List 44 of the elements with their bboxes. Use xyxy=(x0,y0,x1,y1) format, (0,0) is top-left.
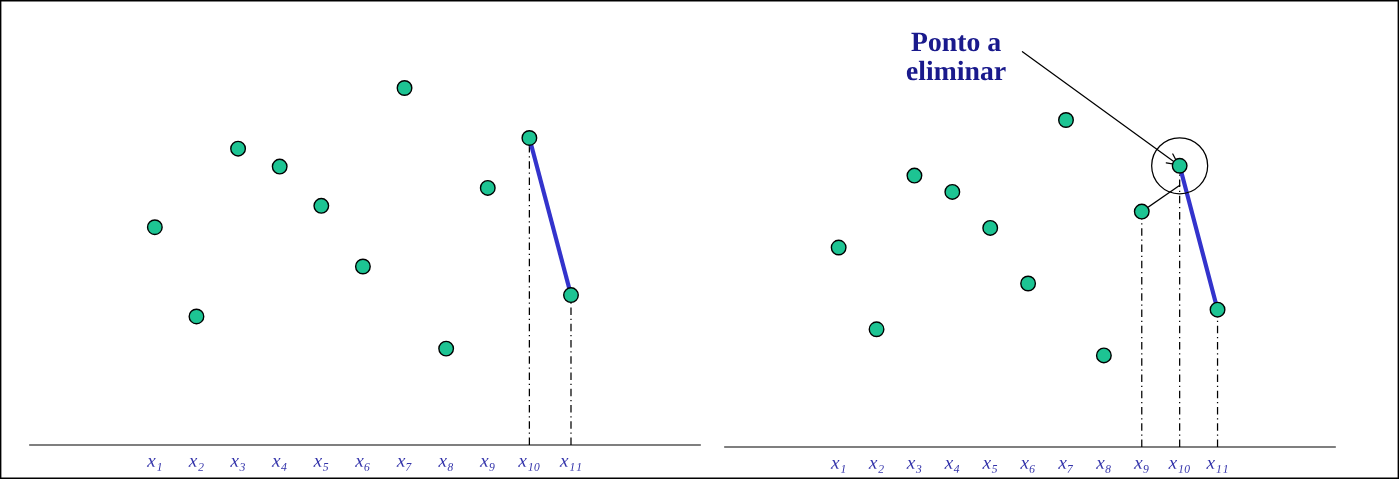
point xyxy=(396,80,413,96)
x-tick-label: x₈ xyxy=(438,457,454,471)
x-tick-label: x₁₁ xyxy=(1206,459,1228,473)
x-tick-label: x₇ xyxy=(1058,459,1074,473)
point xyxy=(521,130,538,146)
point xyxy=(906,167,923,184)
x-tick-label: x₆ xyxy=(1020,459,1035,473)
x-tick-label: x₃ xyxy=(906,459,922,473)
point xyxy=(1095,347,1112,364)
point xyxy=(868,321,885,338)
point xyxy=(1020,275,1037,292)
x-tick-label: x₁ xyxy=(830,459,846,473)
point xyxy=(146,219,163,236)
x-tick-label: x₅ xyxy=(982,459,998,473)
x-tick-label: x₉ xyxy=(1133,459,1149,473)
x-tick-label: x₆ xyxy=(354,457,370,471)
point xyxy=(830,239,847,256)
x-tick-label: x₁₀ xyxy=(1168,459,1190,473)
point xyxy=(1133,203,1150,220)
x-tick-label: x₄ xyxy=(944,459,960,473)
point xyxy=(438,340,455,357)
x-tick-label: x₁ xyxy=(146,457,162,471)
point xyxy=(271,158,288,175)
annotation: Ponto a eliminar xyxy=(906,32,1006,81)
point xyxy=(479,179,496,196)
point xyxy=(354,258,371,275)
point xyxy=(313,197,330,214)
x-tick-label: x₂ xyxy=(188,457,204,471)
x-tick-label: x₅ xyxy=(313,457,329,471)
x-tick-label: x₄ xyxy=(271,457,287,471)
point xyxy=(188,308,205,325)
x-tick-label: x₉ xyxy=(479,457,495,471)
x-tick-label: x₁₁ xyxy=(559,457,581,471)
x-tick-label: x₃ xyxy=(230,457,245,471)
x-tick-label: x₇ xyxy=(396,457,412,471)
point xyxy=(1058,112,1074,128)
point xyxy=(1209,301,1226,318)
point xyxy=(230,140,247,157)
point xyxy=(944,183,961,200)
point xyxy=(982,219,999,236)
x-tick-label: x₈ xyxy=(1095,459,1111,473)
x-tick-label: x₂ xyxy=(868,459,884,473)
point xyxy=(563,287,579,304)
x-tick-label: x₁₀ xyxy=(518,457,540,471)
